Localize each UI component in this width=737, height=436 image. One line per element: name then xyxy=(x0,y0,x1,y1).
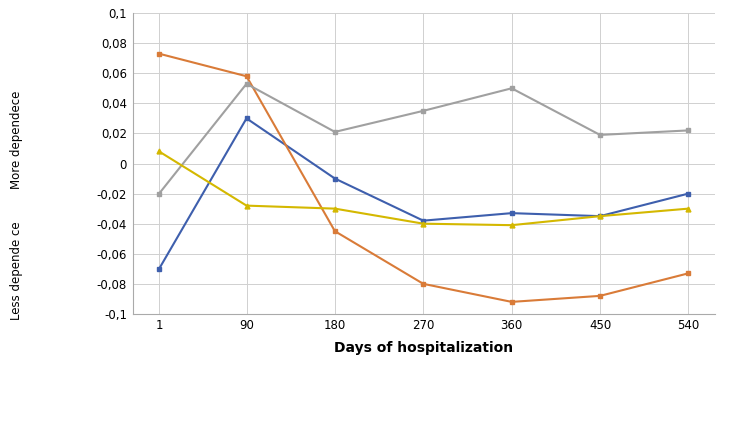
Cognitve State xyxy=(507,222,516,228)
ADL xyxy=(155,51,164,56)
Text: Less depende ce: Less depende ce xyxy=(10,221,23,320)
Mobility xyxy=(242,116,251,121)
Cognitve State xyxy=(595,214,604,219)
ADL xyxy=(595,293,604,299)
Line: IADL: IADL xyxy=(157,82,691,196)
ADL xyxy=(419,281,427,286)
Mobility xyxy=(595,214,604,219)
Line: Mobility: Mobility xyxy=(157,116,691,271)
Cognitve State xyxy=(419,221,427,226)
IADL xyxy=(684,128,693,133)
IADL xyxy=(242,81,251,86)
Cognitve State xyxy=(684,206,693,211)
IADL xyxy=(595,132,604,137)
Cognitve State xyxy=(242,203,251,208)
ADL xyxy=(330,228,339,234)
Text: More dependece: More dependece xyxy=(10,90,23,189)
ADL xyxy=(242,74,251,79)
IADL xyxy=(330,129,339,135)
ADL xyxy=(684,271,693,276)
Mobility xyxy=(330,176,339,181)
Legend: Mobility, ADL, IADL, Cognitve State: Mobility, ADL, IADL, Cognitve State xyxy=(214,435,634,436)
IADL xyxy=(507,86,516,91)
Line: ADL: ADL xyxy=(157,51,691,304)
Mobility xyxy=(419,218,427,223)
Mobility xyxy=(507,211,516,216)
Cognitve State xyxy=(155,149,164,154)
IADL xyxy=(155,191,164,196)
Mobility xyxy=(684,191,693,196)
IADL xyxy=(419,108,427,113)
Cognitve State xyxy=(330,206,339,211)
Mobility xyxy=(155,266,164,271)
ADL xyxy=(507,299,516,304)
X-axis label: Days of hospitalization: Days of hospitalization xyxy=(334,341,514,355)
Line: Cognitve State: Cognitve State xyxy=(157,149,691,228)
